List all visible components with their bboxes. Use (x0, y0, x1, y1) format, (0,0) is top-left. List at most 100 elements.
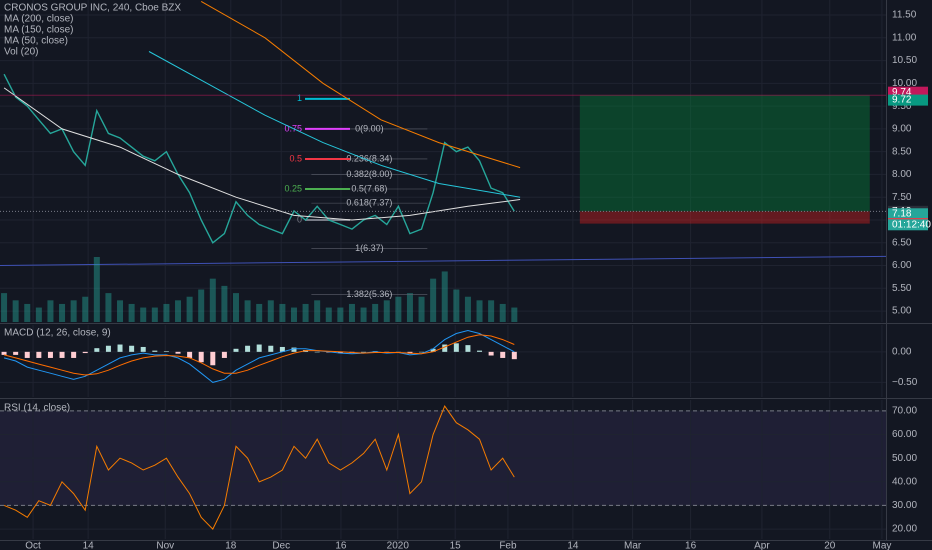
volume-bar (175, 300, 182, 322)
y-tick-label: 70.00 (892, 406, 917, 417)
position-stop-zone (579, 211, 870, 224)
macd-histogram-bar (477, 350, 483, 352)
x-tick-label: 15 (450, 541, 462, 550)
y-tick-label: 11.00 (892, 32, 917, 43)
y-tick-label: 30.00 (892, 500, 917, 511)
macd-histogram-bar (47, 351, 53, 358)
price-label: 9.72 (892, 95, 912, 106)
macd-histogram-bar (256, 344, 262, 352)
price-label: 7.18 (892, 208, 912, 219)
fib-label: 1.382(5.36) (346, 289, 392, 299)
macd-histogram-bar (129, 345, 135, 352)
volume-bar (267, 300, 274, 322)
countdown: 01:12:40 (892, 219, 931, 230)
x-tick-label: 16 (685, 541, 697, 550)
moving-average (200, 0, 521, 169)
fib-label: 0.5(7.68) (351, 183, 387, 193)
volume-bar (70, 300, 77, 322)
volume-bar (372, 303, 379, 322)
fib-label: 1(6.37) (355, 243, 384, 253)
y-tick-label: −0.50 (892, 377, 918, 388)
macd-histogram-bar (187, 351, 193, 358)
legend-entry: MA (150, close) (4, 25, 73, 36)
y-tick-label: 8.00 (892, 169, 912, 180)
macd-line (3, 334, 515, 376)
trend-fib-label: 1 (297, 93, 302, 103)
volume-bar (418, 296, 425, 322)
volume-bar (244, 300, 251, 322)
volume-bar (302, 303, 309, 322)
x-tick-label: Nov (156, 541, 174, 550)
macd-histogram-bar (245, 345, 251, 352)
volume-bar (290, 307, 297, 322)
macd-histogram-bar (279, 346, 285, 352)
macd-histogram-bar (361, 351, 367, 353)
volume-bar (360, 307, 367, 322)
macd-histogram-bar (71, 351, 77, 358)
macd-histogram-bar (36, 351, 42, 358)
macd-histogram-bar (13, 351, 19, 355)
macd-histogram-bar (198, 351, 204, 363)
macd-histogram-bar (453, 343, 459, 352)
y-tick-label: 10.00 (892, 78, 917, 89)
macd-histogram-bar (291, 347, 297, 352)
volume-bar (140, 307, 147, 322)
legend-entry: MA (200, close) (4, 14, 73, 25)
y-tick-label: 40.00 (892, 476, 917, 487)
macd-histogram-bar (233, 348, 239, 352)
legend-entry: Vol (20) (4, 47, 38, 58)
macd-histogram-bar (140, 346, 146, 352)
price-label-box (888, 208, 928, 220)
y-tick-label: 6.50 (892, 237, 912, 248)
price-line (3, 73, 515, 244)
macd-histogram-bar (24, 351, 30, 358)
x-tick-label: Apr (754, 541, 770, 550)
fib-label: 0.618(7.37) (346, 198, 392, 208)
rsi-line (3, 405, 515, 530)
macd-histogram-bar (442, 344, 448, 352)
position-target-zone (579, 95, 870, 212)
trend-fib-label: 0.25 (284, 183, 302, 193)
x-tick-label: Oct (25, 541, 41, 550)
countdown-box (888, 219, 928, 231)
macd-histogram-bar (94, 348, 100, 352)
y-tick-label: 0.00 (892, 346, 912, 357)
volume-bar (395, 296, 402, 322)
x-tick-label: 20 (824, 541, 836, 550)
volume-bar (93, 257, 100, 322)
macd-histogram-bar (210, 351, 216, 366)
x-tick-label: Feb (499, 541, 517, 550)
macd-histogram-bar (511, 351, 517, 360)
price-label: 9.74 (892, 87, 912, 98)
macd-histogram-bar (117, 344, 123, 352)
x-tick-label: May (872, 541, 891, 550)
x-tick-label: 16 (335, 541, 347, 550)
volume-bar (337, 307, 344, 322)
volume-bar (198, 289, 205, 322)
x-tick-label: Mar (624, 541, 642, 550)
volume-bar (476, 300, 483, 322)
volume-bar (186, 296, 193, 322)
moving-average (148, 51, 521, 198)
macd-histogram-bar (337, 351, 343, 354)
y-tick-label: 50.00 (892, 453, 917, 464)
volume-bar (406, 293, 413, 322)
volume-bar (232, 293, 239, 322)
macd-histogram-bar (430, 348, 436, 352)
y-tick-label: 9.50 (892, 101, 912, 112)
volume-bar (453, 289, 460, 322)
x-tick-label: Dec (272, 541, 290, 550)
macd-histogram-bar (175, 351, 181, 354)
macd-histogram-bar (314, 351, 320, 353)
macd-histogram-bar (465, 345, 471, 352)
volume-bar (325, 307, 332, 322)
macd-histogram-bar (268, 345, 274, 352)
macd-histogram-bar (163, 351, 169, 352)
volume-bar (82, 296, 89, 322)
macd-histogram-bar (488, 351, 494, 356)
y-tick-label: 11.50 (892, 10, 917, 21)
volume-bar (464, 296, 471, 322)
volume-bar (47, 300, 54, 322)
volume-bar (279, 303, 286, 322)
macd-histogram-bar (152, 350, 158, 352)
